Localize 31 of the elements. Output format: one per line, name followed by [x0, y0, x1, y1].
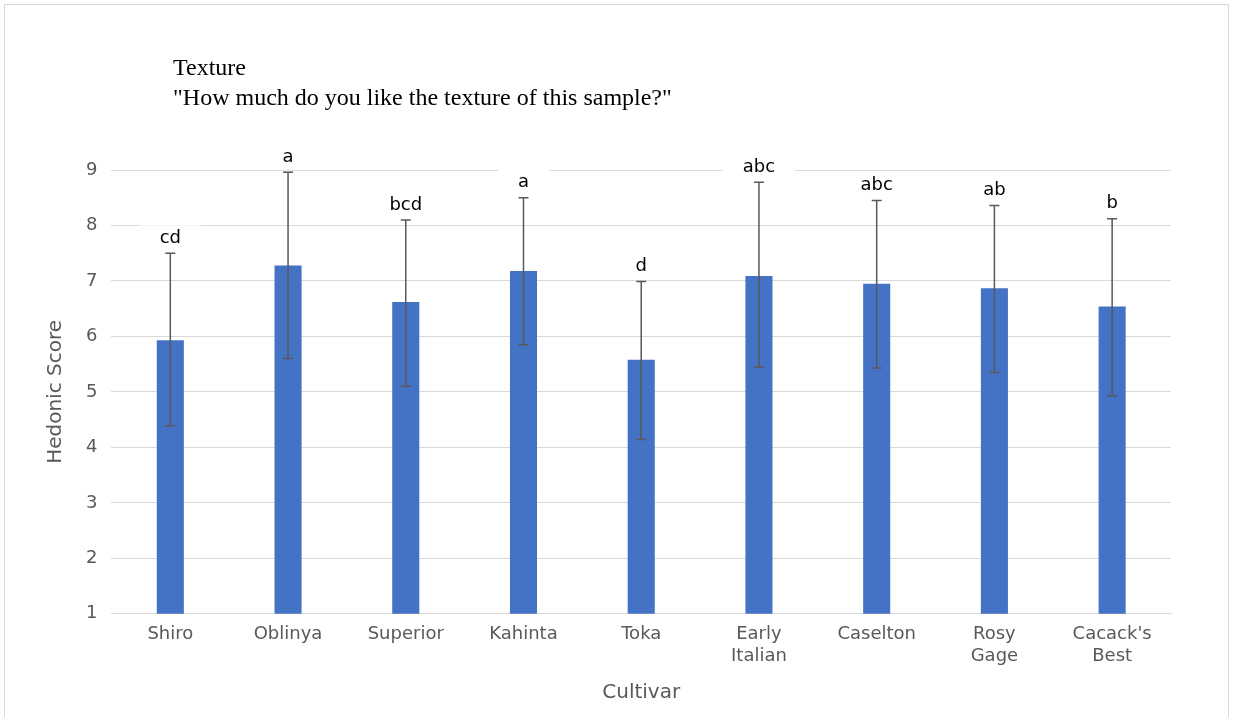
x-tick-label: Kahinta	[489, 622, 558, 644]
x-axis-title: Cultivar	[602, 679, 681, 704]
y-tick-label: 7	[86, 268, 98, 290]
y-axis-title: Hedonic Score	[42, 319, 67, 464]
annotation: b	[1106, 191, 1118, 213]
annotation: abc	[860, 173, 893, 195]
x-tick-label: Early Italian	[731, 622, 787, 665]
x-tick-label: Cacack's Best	[1072, 622, 1152, 665]
annotation: a	[517, 170, 530, 192]
annotation: bcd	[389, 192, 423, 214]
y-tick-label: 6	[86, 324, 98, 346]
x-tick-label: Shiro	[147, 622, 194, 644]
x-tick-label: Toka	[620, 622, 662, 644]
annotation: d	[635, 254, 647, 276]
y-tick-label: 3	[86, 490, 98, 512]
y-tick-label: 4	[86, 435, 98, 457]
annotation: ab	[983, 178, 1006, 200]
y-tick-label: 5	[86, 379, 98, 401]
chart-title: Texture	[173, 53, 247, 82]
y-tick-label: 1	[86, 601, 98, 623]
x-tick-label: Caselton	[837, 622, 916, 644]
annotation: cd	[159, 225, 181, 247]
y-tick-label: 8	[86, 213, 98, 235]
y-tick-label: 9	[86, 157, 98, 179]
annotation: abc	[742, 154, 776, 176]
annotation: a	[282, 144, 294, 166]
x-tick-label: Rosy Gage	[970, 622, 1019, 665]
y-tick-label: 2	[86, 546, 98, 567]
x-tick-label: Oblinya	[253, 622, 323, 644]
chart-subtitle: "How much do you like the texture of this sample?"	[173, 83, 672, 112]
x-tick-label: Superior	[367, 622, 445, 644]
